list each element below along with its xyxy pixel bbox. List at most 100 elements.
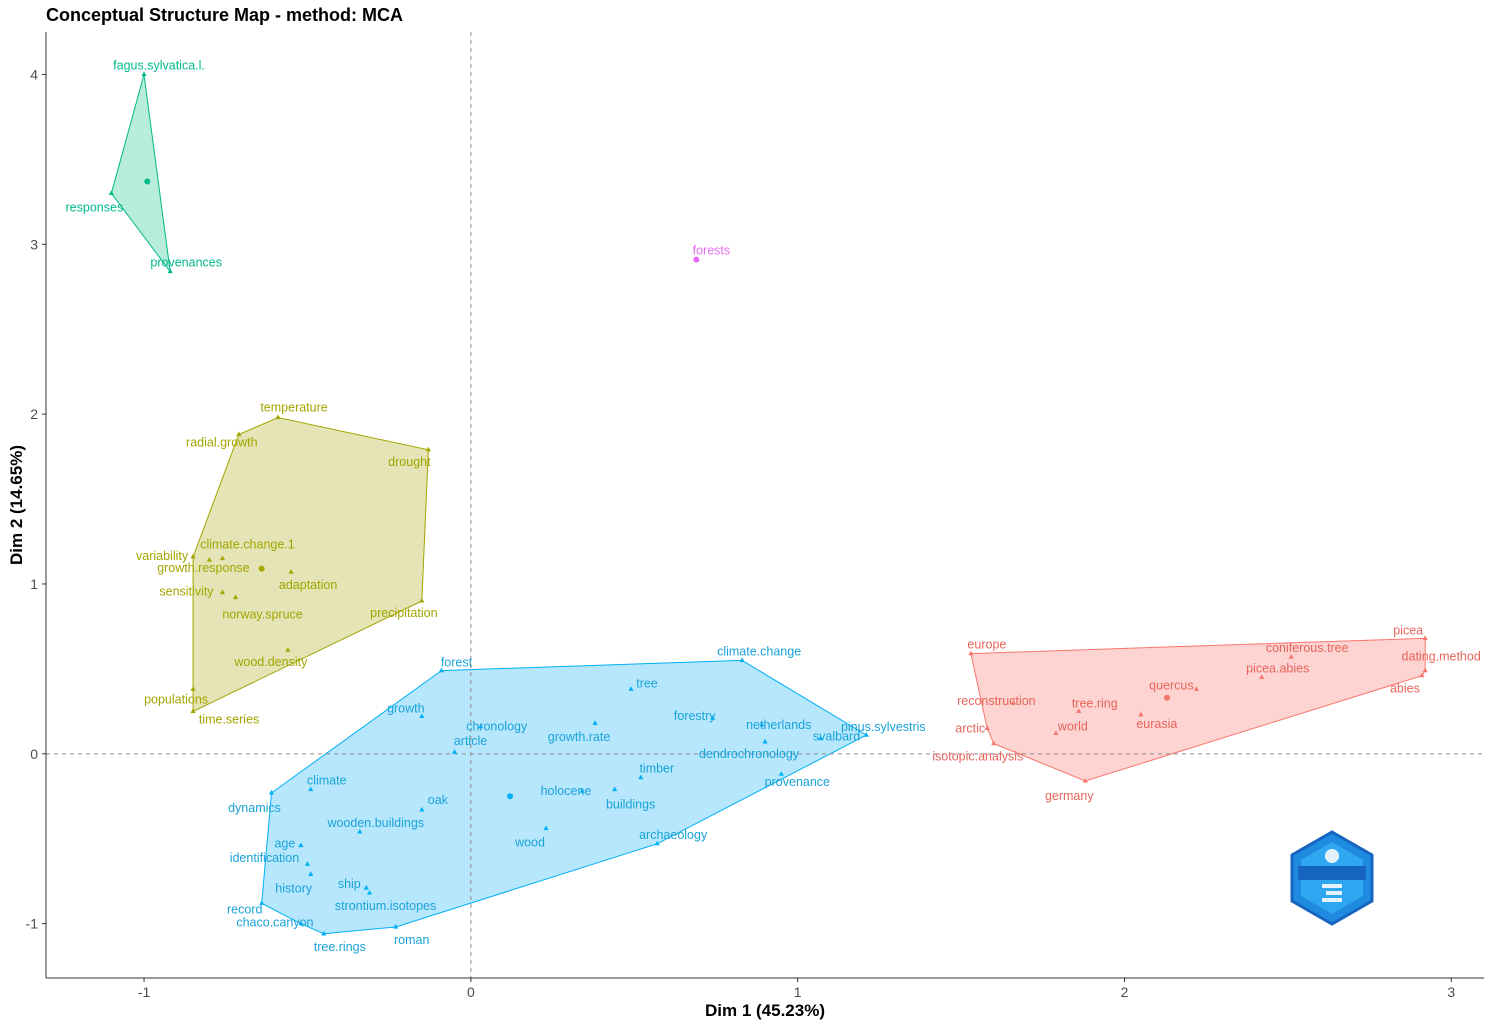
point-quercus xyxy=(1193,686,1199,691)
label-responses: responses xyxy=(66,200,124,214)
point-sensitivity xyxy=(219,589,226,595)
label-pinus.sylvestris: pinus.sylvestris xyxy=(841,720,926,734)
label-tree: tree xyxy=(636,676,658,690)
label-coniferous.tree: coniferous.tree xyxy=(1266,641,1349,655)
label-article: article xyxy=(454,734,487,748)
point-fagus.sylvatica.l. xyxy=(141,71,147,77)
point-labels: fagus.sylvatica.l. responses provenances te… xyxy=(66,58,1481,953)
point-tree.ring xyxy=(1076,708,1082,713)
y-tick-label: 1 xyxy=(30,576,38,592)
point-abies xyxy=(1419,672,1425,678)
label-forests: forests xyxy=(693,244,731,258)
point-europe xyxy=(968,650,974,656)
label-climate.change: climate.change xyxy=(717,644,801,658)
point-forests xyxy=(693,256,699,262)
point-holocene xyxy=(579,788,585,793)
point-radial.growth xyxy=(236,431,242,437)
point-strontium.isotopes xyxy=(366,890,373,895)
point-adaptation xyxy=(288,569,294,574)
label-picea: picea xyxy=(1393,623,1423,637)
bibliometrix-logo-icon xyxy=(1290,830,1374,926)
label-record: record xyxy=(227,902,262,916)
x-tick-label: 0 xyxy=(467,984,475,1000)
point-oak xyxy=(419,806,425,812)
point-picea xyxy=(1422,635,1428,640)
point-wood xyxy=(543,825,549,831)
label-growth.rate: growth.rate xyxy=(548,730,611,744)
point-wood.density xyxy=(285,647,291,652)
point-growth xyxy=(419,713,425,719)
point-climate.change xyxy=(739,657,745,663)
label-radial.growth: radial.growth xyxy=(186,436,258,450)
point-timber xyxy=(638,774,644,780)
label-svalbard: svalbard xyxy=(813,730,860,744)
x-tick-label: 3 xyxy=(1447,984,1455,1000)
point-forest xyxy=(438,667,445,673)
label-buildings: buildings xyxy=(606,797,655,811)
point-coniferous.tree xyxy=(1288,654,1294,659)
cluster-centroid-olive xyxy=(258,565,265,572)
point-wooden.buildings xyxy=(357,828,363,834)
point-chaco.canyon xyxy=(298,920,304,926)
cluster-centroid-green xyxy=(144,178,151,185)
point-tree.rings xyxy=(321,930,327,936)
label-fagus.sylvatica.l.: fagus.sylvatica.l. xyxy=(113,58,205,72)
point-archaeology xyxy=(654,840,660,846)
axes xyxy=(45,32,1484,979)
chart-title: Conceptual Structure Map - method: MCA xyxy=(46,5,404,25)
x-tick-label: 1 xyxy=(794,984,802,1000)
label-precipitation: precipitation xyxy=(370,606,437,620)
label-ship: ship xyxy=(338,877,361,891)
label-holocene: holocene xyxy=(541,784,592,798)
label-world: world xyxy=(1057,719,1088,733)
x-tick-label: 2 xyxy=(1121,984,1129,1000)
point-tree xyxy=(628,686,634,691)
point-age xyxy=(298,842,304,848)
point-svalbard xyxy=(817,735,824,741)
label-growth.response: growth.response xyxy=(157,561,249,575)
label-dating.method: dating.method xyxy=(1402,650,1481,664)
point-arctic xyxy=(984,725,990,730)
label-archaeology: archaeology xyxy=(639,828,708,842)
point-history xyxy=(308,871,314,876)
label-eurasia: eurasia xyxy=(1136,717,1177,731)
point-buildings xyxy=(612,786,618,792)
point-picea.abies xyxy=(1259,674,1265,679)
label-reconstruction: reconstruction xyxy=(957,694,1036,708)
label-variability: variability xyxy=(136,549,189,563)
label-populations: populations xyxy=(144,692,208,706)
label-climate.change.1: climate.change.1 xyxy=(200,537,295,551)
point-germany xyxy=(1082,777,1088,783)
point-drought xyxy=(425,446,431,452)
point-reconstruction xyxy=(1010,699,1016,705)
cluster-hulls xyxy=(110,74,1426,935)
x-tick-label: -1 xyxy=(138,984,151,1000)
label-roman: roman xyxy=(394,933,429,947)
y-axis-title: Dim 2 (14.65%) xyxy=(7,445,26,565)
point-netherlands xyxy=(759,721,765,727)
label-chronology: chronology xyxy=(466,720,528,734)
label-wood.density: wood.density xyxy=(233,655,308,669)
label-adaptation: adaptation xyxy=(279,578,337,592)
label-history: history xyxy=(275,881,313,895)
label-abies: abies xyxy=(1390,682,1420,696)
y-tick-label: -1 xyxy=(26,916,39,932)
reference-lines xyxy=(46,32,1484,978)
point-identification xyxy=(304,861,311,866)
point-temperature xyxy=(275,414,281,420)
label-strontium.isotopes: strontium.isotopes xyxy=(335,899,436,913)
point-climate xyxy=(308,786,314,792)
y-tick-label: 3 xyxy=(30,236,38,252)
label-wood: wood xyxy=(514,836,545,850)
label-arctic: arctic xyxy=(955,721,985,735)
label-forestry: forestry xyxy=(674,709,716,723)
label-provenance: provenance xyxy=(765,775,830,789)
label-netherlands: netherlands xyxy=(746,718,811,732)
label-isotopic.analysis: isotopic.analysis xyxy=(932,750,1023,764)
label-time.series: time.series xyxy=(199,712,259,726)
label-growth: growth xyxy=(387,701,425,715)
cluster-hull-green xyxy=(110,74,171,274)
label-dynamics: dynamics xyxy=(228,801,281,815)
axis-ticks: -1 0 1 2 3 -1 0 1 2 3 4 xyxy=(26,66,1456,1000)
label-forest: forest xyxy=(441,656,473,670)
